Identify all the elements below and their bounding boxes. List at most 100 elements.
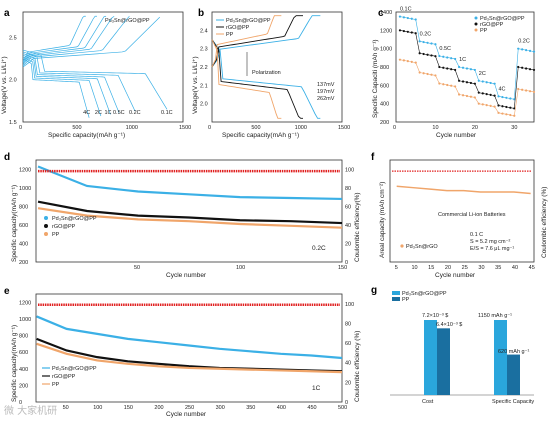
- panel-c-point-0-15: [457, 65, 461, 69]
- panel-f-xtick: 15: [428, 265, 434, 271]
- panel-c-point-0-25: [497, 95, 500, 98]
- panel-a-xtick: 1000: [126, 125, 138, 131]
- panel-c-rate-3: 1C: [459, 57, 466, 63]
- panel-c-point-2-30: [517, 87, 520, 91]
- panel-d-y2tick: 60: [345, 204, 351, 210]
- panel-e-xtick: 500: [338, 405, 347, 411]
- panel-c-point-0-5: [418, 40, 421, 43]
- panel-c-point-1-34: [532, 68, 536, 72]
- panel-a-discharge-2C: [22, 56, 102, 117]
- panel-e-ytick: 1000: [19, 317, 31, 323]
- panel-c-point-1-24: [493, 94, 496, 97]
- panel-c-rate-6: 0.2C: [518, 39, 530, 45]
- panel-c-point-2-19: [473, 96, 476, 99]
- panel-c-point-0-7: [426, 41, 429, 44]
- panel-c-point-1-0: [398, 29, 402, 32]
- panel-c-point-0-20: [477, 79, 480, 82]
- panel-a-xlabel: Specific capacity(mAh g⁻¹): [48, 132, 125, 139]
- panel-c-point-1-7: [426, 53, 429, 56]
- panel-c-point-2-8: [430, 73, 433, 76]
- panel-c-point-0-16: [461, 66, 465, 69]
- panel-e-frame: [35, 293, 343, 403]
- panel-c-point-1-26: [501, 105, 504, 108]
- panel-b-charge-2: [211, 15, 282, 68]
- panel-c-rate-1: 0.2C: [420, 31, 432, 37]
- panel-e-xtick: 400: [277, 405, 286, 411]
- panel-d-xtick: 150: [338, 265, 347, 271]
- panel-a-rate-label: 0.2C: [129, 110, 141, 116]
- panel-c-ytick: 600: [380, 83, 389, 89]
- panel-b-mv-2: 262mV: [317, 96, 335, 102]
- panel-c-point-0-0: [398, 15, 402, 18]
- panel-c-point-2-0: [398, 58, 402, 61]
- panel-c-point-1-25: [497, 104, 500, 107]
- panel-b-ytick: 2.0: [200, 102, 208, 108]
- panel-c-point-2-31: [521, 88, 524, 91]
- panel-a-discharge-0.1C: [22, 49, 168, 110]
- panel-c-point-2-6: [422, 72, 425, 75]
- panel-c-point-2-12: [446, 83, 449, 87]
- panel-e-y2tick: 100: [345, 302, 354, 308]
- panel-d-ylabel: Specific capacity(mAh g⁻¹): [11, 185, 18, 262]
- panel-c-point-0-24: [493, 82, 496, 85]
- panel-b-charge-0: [211, 15, 321, 68]
- panel-c-point-0-12: [446, 56, 449, 59]
- panel-f-note-0: 0.1 C: [470, 232, 483, 238]
- panel-a-ytick: 2.0: [9, 78, 17, 84]
- panel-c-point-1-28: [509, 106, 512, 109]
- panel-a-xtick: 1500: [179, 125, 191, 131]
- panel-e-xtick: 450: [307, 405, 316, 411]
- panel-e-ytick: 800: [19, 334, 28, 340]
- panel-a-charge-1C: [22, 15, 107, 64]
- panel-c-ytick: 1000: [380, 47, 392, 53]
- panel-d-legend-2: PP: [52, 232, 60, 238]
- panel-c-point-1-3: [410, 31, 413, 34]
- panel-c-point-2-14: [454, 85, 457, 88]
- panel-c-point-2-25: [497, 111, 500, 114]
- panel-g-bar-0-0: [424, 320, 437, 395]
- panel-c-point-2-24: [493, 105, 496, 108]
- panel-f-label: f: [371, 152, 375, 163]
- panel-c-point-0-2: [406, 16, 409, 20]
- panel-a-xtick: 0: [19, 125, 22, 131]
- panel-a-rate-label: 2C: [95, 110, 102, 116]
- panel-c-point-1-14: [454, 68, 457, 72]
- panel-a-charge-0.5C: [22, 15, 115, 65]
- panel-c-point-1-17: [465, 81, 469, 84]
- panel-c-point-2-2: [406, 60, 409, 63]
- panel-d-legend-1: rGO@PP: [52, 224, 76, 230]
- panel-c-point-2-3: [410, 60, 413, 63]
- panel-g-category-1: Specific Capacity: [492, 399, 534, 405]
- panel-d-y2tick: 100: [345, 167, 354, 173]
- panel-f-xtick: 40: [512, 265, 518, 271]
- panel-a-ytick: 1.5: [9, 120, 17, 126]
- panel-e-ytick: 200: [19, 383, 28, 389]
- panel-c-ylabel: Specific Capaciti (mAh g⁻¹): [372, 39, 379, 118]
- panel-c-point-1-15: [457, 79, 461, 82]
- panel-a-frame: [22, 11, 184, 123]
- panel-c-legend-dot: [474, 22, 478, 26]
- panel-a-charge-0.2C: [22, 15, 130, 66]
- panel-e-legend-0: Pd₃Sn@rGO@PP: [52, 366, 97, 372]
- panel-c-point-0-30: [517, 47, 520, 50]
- panel-a-discharge-4C: [22, 58, 90, 118]
- panel-c-point-2-16: [461, 94, 465, 97]
- panel-c-point-1-2: [406, 30, 409, 33]
- panel-c-point-1-32: [525, 67, 528, 70]
- panel-e-series-0: [36, 315, 343, 360]
- panel-c-rate-2: 0.5C: [439, 46, 451, 52]
- panel-a-rate-label: 0.1C: [161, 110, 173, 116]
- panel-a-discharge-0.2C: [22, 51, 136, 112]
- panel-f-ylabel: Areal capacity (mAh cm⁻²): [379, 182, 386, 258]
- panel-c-point-2-22: [485, 104, 488, 107]
- panel-d-y2tick: 80: [345, 186, 351, 192]
- panel-c-ytick: 400: [380, 102, 389, 108]
- panel-c-point-0-23: [489, 81, 492, 85]
- panel-b-ytick: 2.1: [200, 83, 208, 89]
- panel-c-point-2-26: [501, 112, 504, 115]
- panel-g-value-3: 620 mAh g⁻¹: [498, 349, 530, 355]
- panel-g-value-2: 1150 mAh g⁻¹: [478, 313, 512, 319]
- panel-e-series-2: [36, 342, 343, 374]
- panel-c-point-2-27: [505, 113, 508, 116]
- panel-d-legend-0: Pd₃Sn@rGO@PP: [52, 216, 97, 222]
